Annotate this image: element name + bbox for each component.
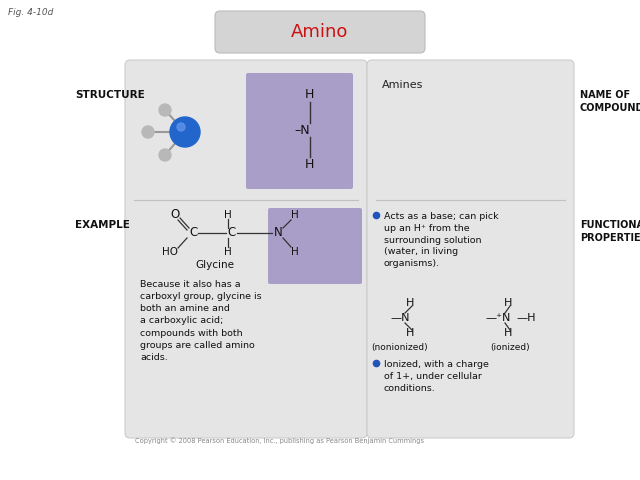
Text: H: H [291,247,299,257]
Text: H: H [305,88,314,101]
Text: EXAMPLE: EXAMPLE [75,220,130,230]
Text: N: N [274,227,282,240]
Text: FUNCTIONAL
PROPERTIES: FUNCTIONAL PROPERTIES [580,220,640,243]
Circle shape [142,126,154,138]
Text: Amino: Amino [291,23,349,41]
Text: H: H [291,210,299,220]
Text: (ionized): (ionized) [490,343,530,352]
Text: (nonionized): (nonionized) [372,343,428,352]
Text: H: H [406,298,414,308]
Circle shape [177,123,185,131]
Circle shape [159,104,171,116]
FancyBboxPatch shape [125,60,367,438]
FancyBboxPatch shape [215,11,425,53]
Text: Glycine: Glycine [195,260,234,270]
Text: H: H [504,328,512,338]
Text: H: H [406,328,414,338]
Text: Acts as a base; can pick
up an H⁺ from the
surrounding solution
(water, in livin: Acts as a base; can pick up an H⁺ from t… [384,212,499,268]
Text: —N: —N [390,313,410,323]
Text: C: C [189,227,197,240]
Text: Fig. 4-10d: Fig. 4-10d [8,8,53,17]
Text: HO: HO [162,247,178,257]
FancyBboxPatch shape [367,60,574,438]
Text: Ionized, with a charge
of 1+, under cellular
conditions.: Ionized, with a charge of 1+, under cell… [384,360,489,393]
Text: Because it also has a
carboxyl group, glycine is
both an amine and
a carboxylic : Because it also has a carboxyl group, gl… [140,280,262,362]
Text: H: H [224,247,232,257]
Text: Amines: Amines [382,80,424,90]
Text: Copyright © 2008 Pearson Education, Inc., publishing as Pearson Benjamin Cumming: Copyright © 2008 Pearson Education, Inc.… [135,437,424,444]
Text: H: H [224,210,232,220]
Text: —H: —H [516,313,536,323]
Text: C: C [228,227,236,240]
Text: O: O [170,208,180,221]
Text: H: H [305,158,314,171]
Circle shape [159,149,171,161]
Circle shape [170,117,200,147]
Text: –N: –N [294,123,310,136]
Text: H: H [504,298,512,308]
Text: STRUCTURE: STRUCTURE [75,90,145,100]
FancyBboxPatch shape [268,208,362,284]
Text: —⁺N: —⁺N [485,313,511,323]
Text: NAME OF
COMPOUND: NAME OF COMPOUND [580,90,640,113]
FancyBboxPatch shape [246,73,353,189]
